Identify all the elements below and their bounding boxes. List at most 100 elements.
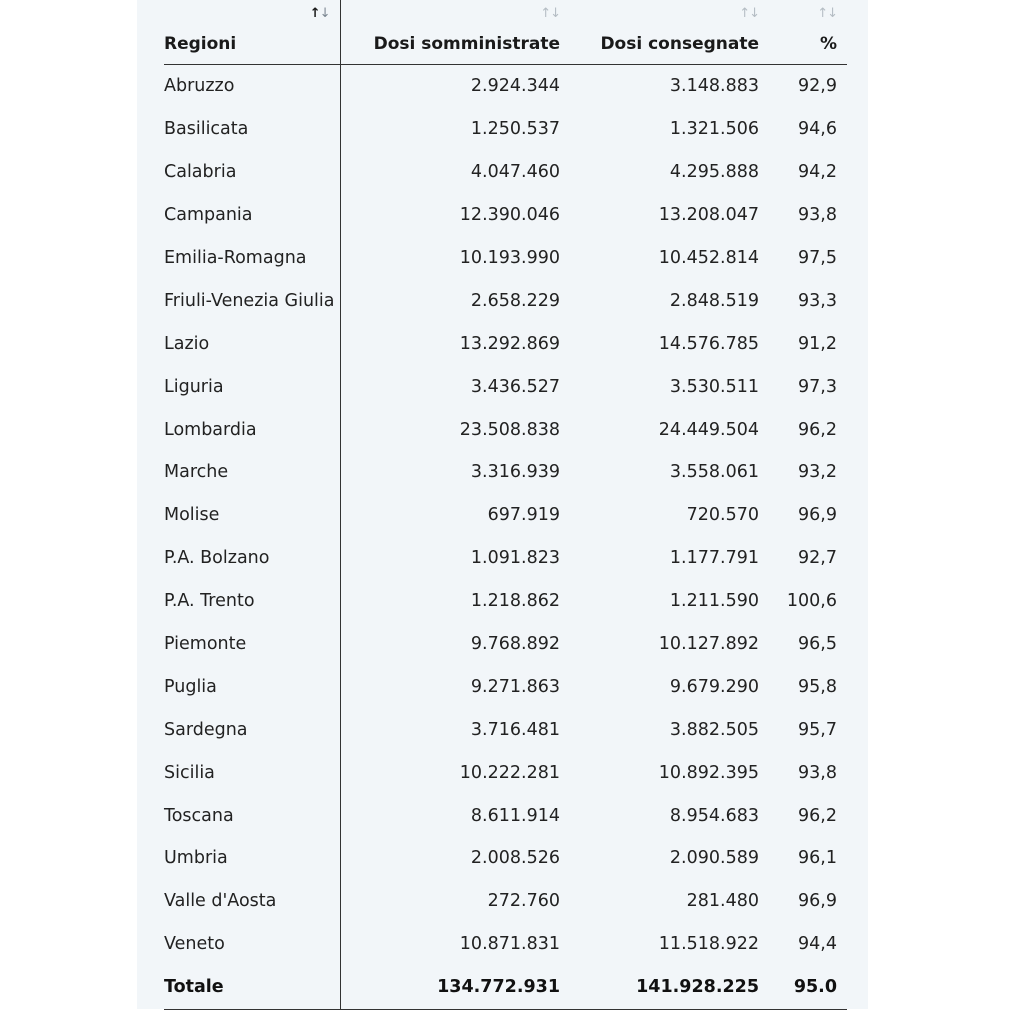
table-row: Piemonte 9.768.892 10.127.892 96,5 bbox=[164, 622, 847, 666]
region-name: Basilicata bbox=[164, 107, 341, 151]
table-row: P.A. Trento 1.218.862 1.211.590 100,6 bbox=[164, 579, 847, 623]
column-header-label: Dosi somministrate bbox=[373, 34, 560, 54]
doses-administered: 9.768.892 bbox=[470, 634, 560, 655]
doses-administered: 272.760 bbox=[487, 891, 560, 912]
table-row: Lombardia 23.508.838 24.449.504 96,2 bbox=[164, 408, 847, 452]
region-name: Umbria bbox=[164, 837, 341, 880]
table-row: Valle d'Aosta 272.760 281.480 96,9 bbox=[164, 879, 847, 923]
doses-delivered: 1.211.590 bbox=[669, 591, 759, 612]
doses-delivered: 13.208.047 bbox=[658, 205, 759, 226]
table-row: Marche 3.316.939 3.558.061 93,2 bbox=[164, 451, 847, 494]
doses-administered: 10.193.990 bbox=[459, 248, 560, 268]
doses-delivered: 11.518.922 bbox=[658, 934, 759, 955]
table-row: Puglia 9.271.863 9.679.290 95,8 bbox=[164, 665, 847, 709]
doses-administered: 3.436.527 bbox=[470, 376, 560, 397]
percent-value: 94,4 bbox=[798, 934, 837, 955]
doses-administered: 2.658.229 bbox=[470, 290, 560, 311]
table-row: Emilia-Romagna 10.193.990 10.452.814 97,5 bbox=[164, 236, 847, 280]
doses-delivered: 10.892.395 bbox=[658, 762, 759, 783]
doses-delivered: 24.449.504 bbox=[658, 419, 759, 440]
doses-delivered: 281.480 bbox=[686, 891, 759, 912]
percent-value: 93,2 bbox=[798, 462, 837, 483]
doses-delivered: 3.882.505 bbox=[669, 719, 759, 740]
percent-value: 93,3 bbox=[798, 290, 837, 311]
region-name: Piemonte bbox=[164, 622, 341, 666]
column-header-regioni[interactable]: ↑↓ Regioni bbox=[164, 0, 341, 65]
region-name: Friuli-Venezia Giulia bbox=[164, 279, 341, 323]
column-header-label: % bbox=[819, 34, 837, 54]
doses-delivered: 9.679.290 bbox=[669, 676, 759, 697]
table-row: Molise 697.919 720.570 96,9 bbox=[164, 493, 847, 537]
total-delivered: 141.928.225 bbox=[570, 965, 769, 1010]
doses-administered: 9.271.863 bbox=[470, 676, 560, 697]
doses-delivered: 1.177.791 bbox=[669, 548, 759, 569]
percent-value: 93,8 bbox=[798, 762, 837, 783]
percent-value: 96,9 bbox=[798, 891, 837, 912]
region-name: Molise bbox=[164, 493, 341, 537]
percent-value: 94,2 bbox=[798, 162, 837, 183]
region-name: Abruzzo bbox=[164, 64, 341, 108]
region-name: Emilia-Romagna bbox=[164, 236, 341, 280]
percent-value: 93,8 bbox=[798, 205, 837, 226]
region-name: Liguria bbox=[164, 365, 341, 409]
table-row: Campania 12.390.046 13.208.047 93,8 bbox=[164, 193, 847, 237]
doses-administered: 23.508.838 bbox=[459, 419, 560, 440]
percent-value: 97,3 bbox=[798, 376, 837, 397]
table-row: Sicilia 10.222.281 10.892.395 93,8 bbox=[164, 751, 847, 795]
region-name: Calabria bbox=[164, 150, 341, 194]
doses-delivered: 720.570 bbox=[686, 505, 759, 526]
doses-delivered: 8.954.683 bbox=[669, 805, 759, 826]
sort-arrows-icon[interactable]: ↑↓ bbox=[739, 6, 760, 21]
doses-administered: 2.008.526 bbox=[470, 848, 560, 869]
percent-value: 100,6 bbox=[786, 591, 837, 612]
doses-administered: 10.871.831 bbox=[459, 934, 560, 955]
region-name: Valle d'Aosta bbox=[164, 879, 341, 923]
table-row: Lazio 13.292.869 14.576.785 91,2 bbox=[164, 322, 847, 366]
doses-delivered: 3.558.061 bbox=[669, 462, 759, 483]
regions-doses-table: ↑↓ Regioni ↑↓ Dosi somministrate ↑↓ Dosi… bbox=[164, 0, 847, 1010]
region-name: P.A. Bolzano bbox=[164, 536, 341, 580]
region-name: Lazio bbox=[164, 322, 341, 366]
percent-value: 95,8 bbox=[798, 676, 837, 697]
sort-arrows-icon[interactable]: ↑↓ bbox=[817, 6, 838, 21]
percent-value: 96,2 bbox=[798, 805, 837, 826]
region-name: P.A. Trento bbox=[164, 579, 341, 623]
doses-delivered: 10.127.892 bbox=[658, 634, 759, 655]
column-header-label: Dosi consegnate bbox=[600, 34, 759, 54]
doses-administered: 13.292.869 bbox=[459, 333, 560, 354]
sort-arrows-icon[interactable]: ↑↓ bbox=[540, 6, 561, 21]
doses-delivered: 4.295.888 bbox=[669, 162, 759, 183]
column-header-percent[interactable]: ↑↓ % bbox=[769, 0, 847, 65]
table-row: Sardegna 3.716.481 3.882.505 95,7 bbox=[164, 708, 847, 752]
region-name: Sicilia bbox=[164, 751, 341, 795]
region-name: Sardegna bbox=[164, 708, 341, 752]
table-row: Veneto 10.871.831 11.518.922 94,4 bbox=[164, 922, 847, 966]
table-row: Calabria 4.047.460 4.295.888 94,2 bbox=[164, 150, 847, 194]
column-header-dosi-consegnate[interactable]: ↑↓ Dosi consegnate bbox=[570, 0, 769, 65]
percent-value: 96,2 bbox=[798, 419, 837, 440]
doses-administered: 1.218.862 bbox=[470, 591, 560, 612]
vaccine-doses-panel: ↑↓ Regioni ↑↓ Dosi somministrate ↑↓ Dosi… bbox=[137, 0, 868, 1010]
doses-delivered: 1.321.506 bbox=[669, 119, 759, 140]
table-row: Umbria 2.008.526 2.090.589 96,1 bbox=[164, 837, 847, 880]
total-label: Totale bbox=[164, 965, 341, 1010]
table-body: Abruzzo 2.924.344 3.148.883 92,9 Basilicata 1… bbox=[164, 64, 847, 1010]
column-header-dosi-somministrate[interactable]: ↑↓ Dosi somministrate bbox=[340, 0, 570, 65]
percent-value: 94,6 bbox=[798, 119, 837, 140]
percent-value: 96,1 bbox=[798, 848, 837, 869]
total-row: Totale 134.772.931 141.928.225 95.0 bbox=[164, 965, 847, 1010]
percent-value: 91,2 bbox=[798, 333, 837, 354]
total-administered: 134.772.931 bbox=[340, 965, 570, 1010]
table-row: Basilicata 1.250.537 1.321.506 94,6 bbox=[164, 107, 847, 151]
doses-administered: 697.919 bbox=[487, 505, 560, 526]
table-row: P.A. Bolzano 1.091.823 1.177.791 92,7 bbox=[164, 536, 847, 580]
doses-delivered: 3.530.511 bbox=[669, 376, 759, 397]
doses-delivered: 10.452.814 bbox=[658, 248, 759, 268]
region-name: Campania bbox=[164, 193, 341, 237]
sort-arrows-icon[interactable]: ↑↓ bbox=[309, 6, 331, 21]
percent-value: 92,7 bbox=[798, 548, 837, 569]
doses-administered: 3.716.481 bbox=[470, 719, 560, 740]
region-name: Toscana bbox=[164, 794, 341, 838]
doses-delivered: 2.848.519 bbox=[669, 290, 759, 311]
doses-administered: 3.316.939 bbox=[470, 462, 560, 483]
